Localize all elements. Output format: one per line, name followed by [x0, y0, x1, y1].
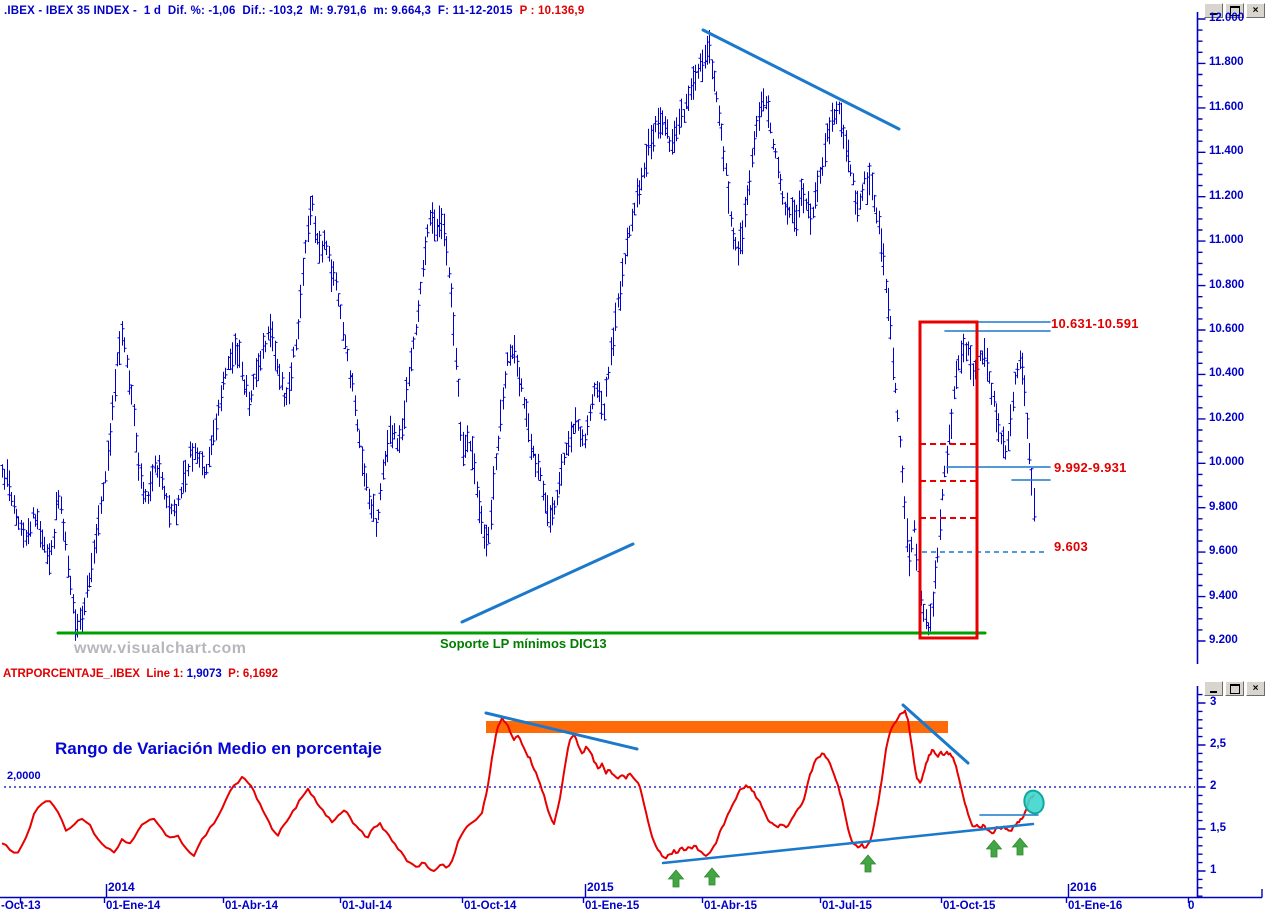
close-icon: ×	[1252, 682, 1259, 694]
price-level-label: 9.603	[1054, 539, 1089, 554]
atr-axis-label: 1,5	[1210, 822, 1226, 834]
price-axis-label: 10.400	[1209, 367, 1245, 380]
atr-y-axis-ticks	[1197, 693, 1206, 897]
price-axis-label: 9.600	[1209, 545, 1238, 558]
price-axis-label: 11.000	[1209, 234, 1244, 247]
price-axis-label: 9.800	[1209, 500, 1238, 513]
price-axis-label: 11.800	[1209, 56, 1244, 69]
price-title-text: .IBEX - IBEX 35 INDEX - 1 d Dif. %: -1,0…	[4, 5, 520, 17]
price-axis-label: 12.000	[1209, 12, 1245, 24]
x-axis-date-label: 01-Jul-14	[342, 900, 392, 912]
price-axis-label: 11.600	[1209, 100, 1244, 113]
up-arrow-icon[interactable]	[703, 867, 721, 886]
close-icon: ×	[1252, 4, 1259, 16]
indicator-p-value: P: 6,1692	[221, 668, 279, 680]
price-title-last: P : 10.136,9	[519, 5, 585, 17]
atr-trendline-up[interactable]	[661, 822, 1035, 865]
indicator-panel-window-buttons: ×	[1204, 681, 1265, 696]
up-arrow-icon[interactable]	[985, 839, 1003, 858]
atr-axis-label: 1	[1210, 864, 1217, 876]
maximize-icon	[1229, 5, 1240, 16]
visualchart-watermark: www.visualchart.com	[74, 640, 247, 657]
minimize-icon	[1210, 691, 1217, 693]
minimize-button[interactable]	[1204, 3, 1223, 18]
red-highlight-rectangle[interactable]	[918, 320, 979, 640]
maximize-button[interactable]	[1225, 3, 1244, 18]
price-panel-window-buttons: ×	[1204, 3, 1265, 18]
price-y-axis-ticks	[1197, 18, 1206, 642]
trendline-down-2015[interactable]	[701, 28, 901, 131]
atr-title-label: Rango de Variación Medio en porcentaje	[55, 739, 382, 758]
x-axis-date-label: 01-Oct-14	[464, 900, 517, 912]
price-axis-label: 10.600	[1209, 323, 1245, 335]
price-axis-label: 11.400	[1209, 145, 1244, 158]
atr-reference-value: 2,0000	[7, 770, 41, 782]
close-button[interactable]: ×	[1246, 3, 1265, 18]
indicator-close-button[interactable]: ×	[1246, 681, 1265, 696]
atr-resistance-zone[interactable]	[486, 721, 948, 733]
minimize-icon	[1210, 13, 1217, 15]
x-axis-date-label: 01-Jul-15	[822, 900, 872, 912]
highlight-ellipse[interactable]	[1022, 788, 1046, 815]
x-axis-date-label: -Oct-13	[1, 900, 41, 912]
x-axis-date-label: 01-Abr-14	[225, 900, 279, 912]
up-arrow-icon[interactable]	[859, 854, 877, 873]
atr-trendline-down-2[interactable]	[901, 703, 970, 765]
atr-axis-label: 2,5	[1210, 738, 1226, 750]
up-arrow-icon[interactable]	[1011, 837, 1029, 856]
indicator-maximize-button[interactable]	[1225, 681, 1244, 696]
x-axis-date-label: 01-Ene-14	[106, 900, 161, 912]
indicator-name: ATRPORCENTAJE_.IBEX Line 1:	[3, 668, 187, 680]
price-axis-label: 10.200	[1209, 411, 1245, 424]
atr-axis-label: 3	[1210, 696, 1217, 708]
x-axis-date-label: 01-Ene-15	[585, 900, 640, 912]
indicator-minimize-button[interactable]	[1204, 681, 1223, 696]
indicator-line1-value: 1,9073	[186, 668, 222, 680]
atr-trendline-down-1[interactable]	[484, 711, 639, 751]
x-axis-date-label: 0	[1188, 900, 1195, 912]
price-axis-label: 10.000	[1209, 456, 1245, 469]
atr-line	[1, 709, 1035, 872]
x-axis-date-label: 01-Ene-16	[1068, 900, 1123, 912]
up-arrow-icon[interactable]	[667, 869, 685, 888]
x-axis-year-label: 2016	[1070, 880, 1097, 894]
price-axis-label: 9.400	[1209, 589, 1238, 602]
atr-axis-label: 2	[1210, 780, 1217, 792]
x-axis-date-label: 01-Oct-15	[943, 900, 996, 912]
x-axis-year-label: 2014	[108, 880, 135, 894]
price-axis-label: 9.200	[1209, 634, 1238, 646]
price-level-label: 9.992-9.931	[1054, 460, 1127, 475]
price-axis-label: 11.200	[1209, 189, 1244, 202]
x-axis-year-label: 2015	[587, 880, 614, 894]
x-axis-date-label: 01-Abr-15	[704, 900, 758, 912]
support-label: Soporte LP mínimos DIC13	[440, 636, 607, 651]
trendline-up-2014[interactable]	[460, 542, 635, 624]
price-axis-label: 10.800	[1209, 278, 1245, 291]
x-axis-ticks	[19, 884, 1190, 903]
maximize-icon	[1229, 683, 1240, 694]
price-level-label: 10.631-10.591	[1051, 316, 1139, 331]
indicator-header: ATRPORCENTAJE_.IBEX Line 1: 1,9073 P: 6,…	[3, 668, 278, 680]
price-panel-title: .IBEX - IBEX 35 INDEX - 1 d Dif. %: -1,0…	[4, 5, 584, 17]
